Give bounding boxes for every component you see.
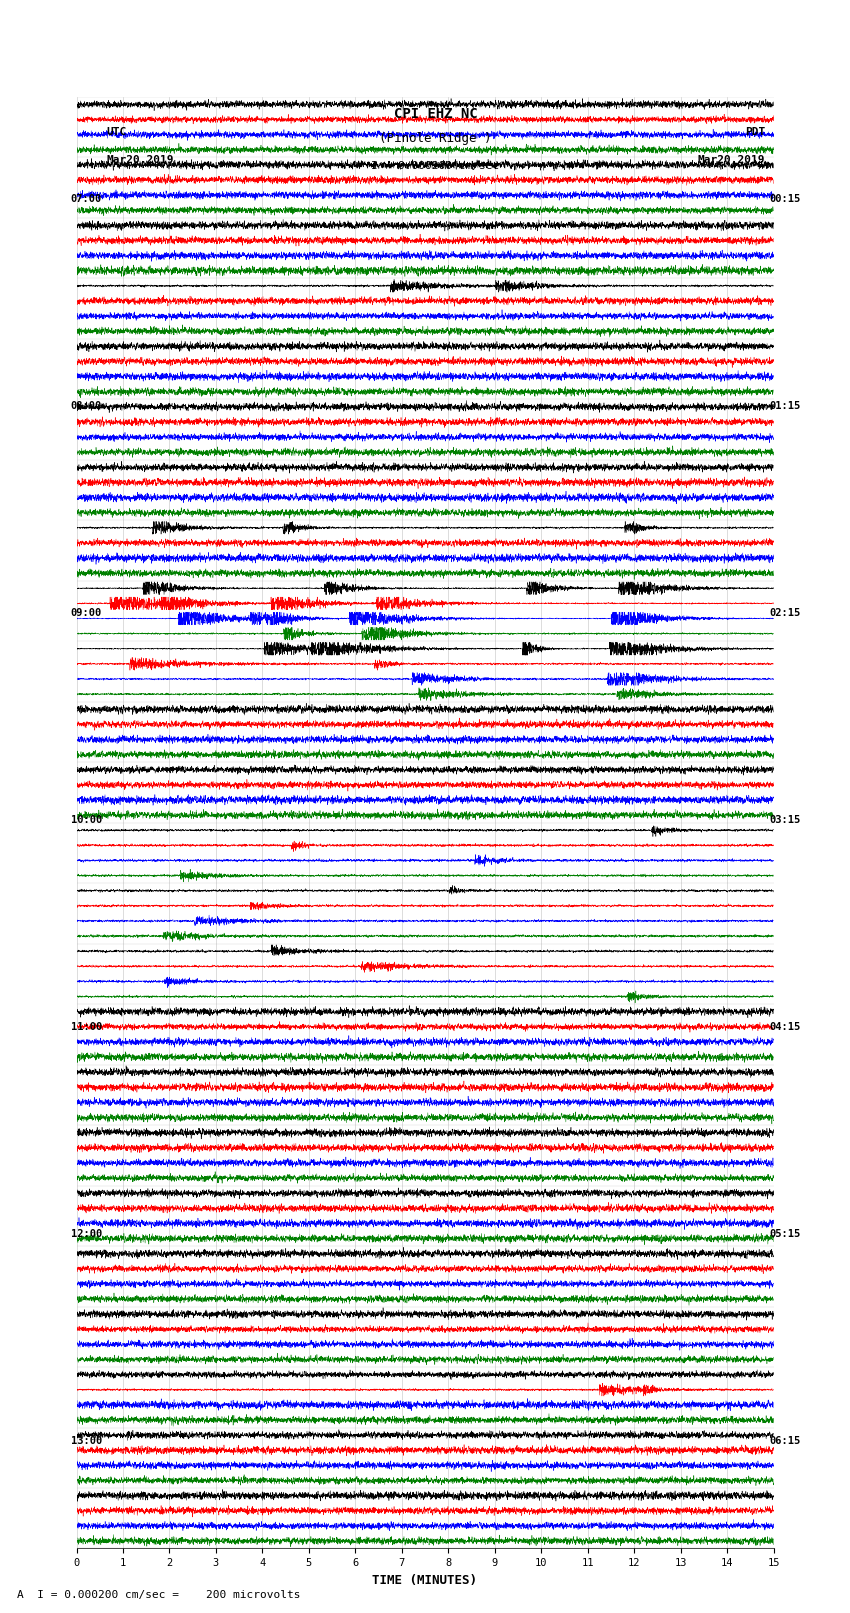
Text: 00:15: 00:15 (769, 194, 801, 203)
Text: 12:00: 12:00 (71, 1229, 102, 1239)
Text: I = 0.000200 cm/sec: I = 0.000200 cm/sec (371, 161, 500, 171)
Text: A  I = 0.000200 cm/sec =    200 microvolts: A I = 0.000200 cm/sec = 200 microvolts (17, 1590, 301, 1600)
Text: 09:00: 09:00 (71, 608, 102, 618)
Text: 07:00: 07:00 (71, 194, 102, 203)
Text: CPI EHZ NC: CPI EHZ NC (394, 106, 478, 121)
Text: Mar20,2019: Mar20,2019 (698, 155, 765, 165)
Text: 02:15: 02:15 (769, 608, 801, 618)
Text: 13:00: 13:00 (71, 1436, 102, 1445)
Text: (Pinole Ridge ): (Pinole Ridge ) (379, 132, 492, 145)
Text: 05:15: 05:15 (769, 1229, 801, 1239)
X-axis label: TIME (MINUTES): TIME (MINUTES) (372, 1574, 478, 1587)
Text: 01:15: 01:15 (769, 400, 801, 411)
Text: 10:00: 10:00 (71, 815, 102, 824)
Text: 08:00: 08:00 (71, 400, 102, 411)
Text: PDT: PDT (745, 127, 765, 137)
Text: 04:15: 04:15 (769, 1021, 801, 1032)
Text: UTC: UTC (106, 127, 127, 137)
Text: 06:15: 06:15 (769, 1436, 801, 1445)
Text: 11:00: 11:00 (71, 1021, 102, 1032)
Text: Mar20,2019: Mar20,2019 (106, 155, 173, 165)
Text: 03:15: 03:15 (769, 815, 801, 824)
